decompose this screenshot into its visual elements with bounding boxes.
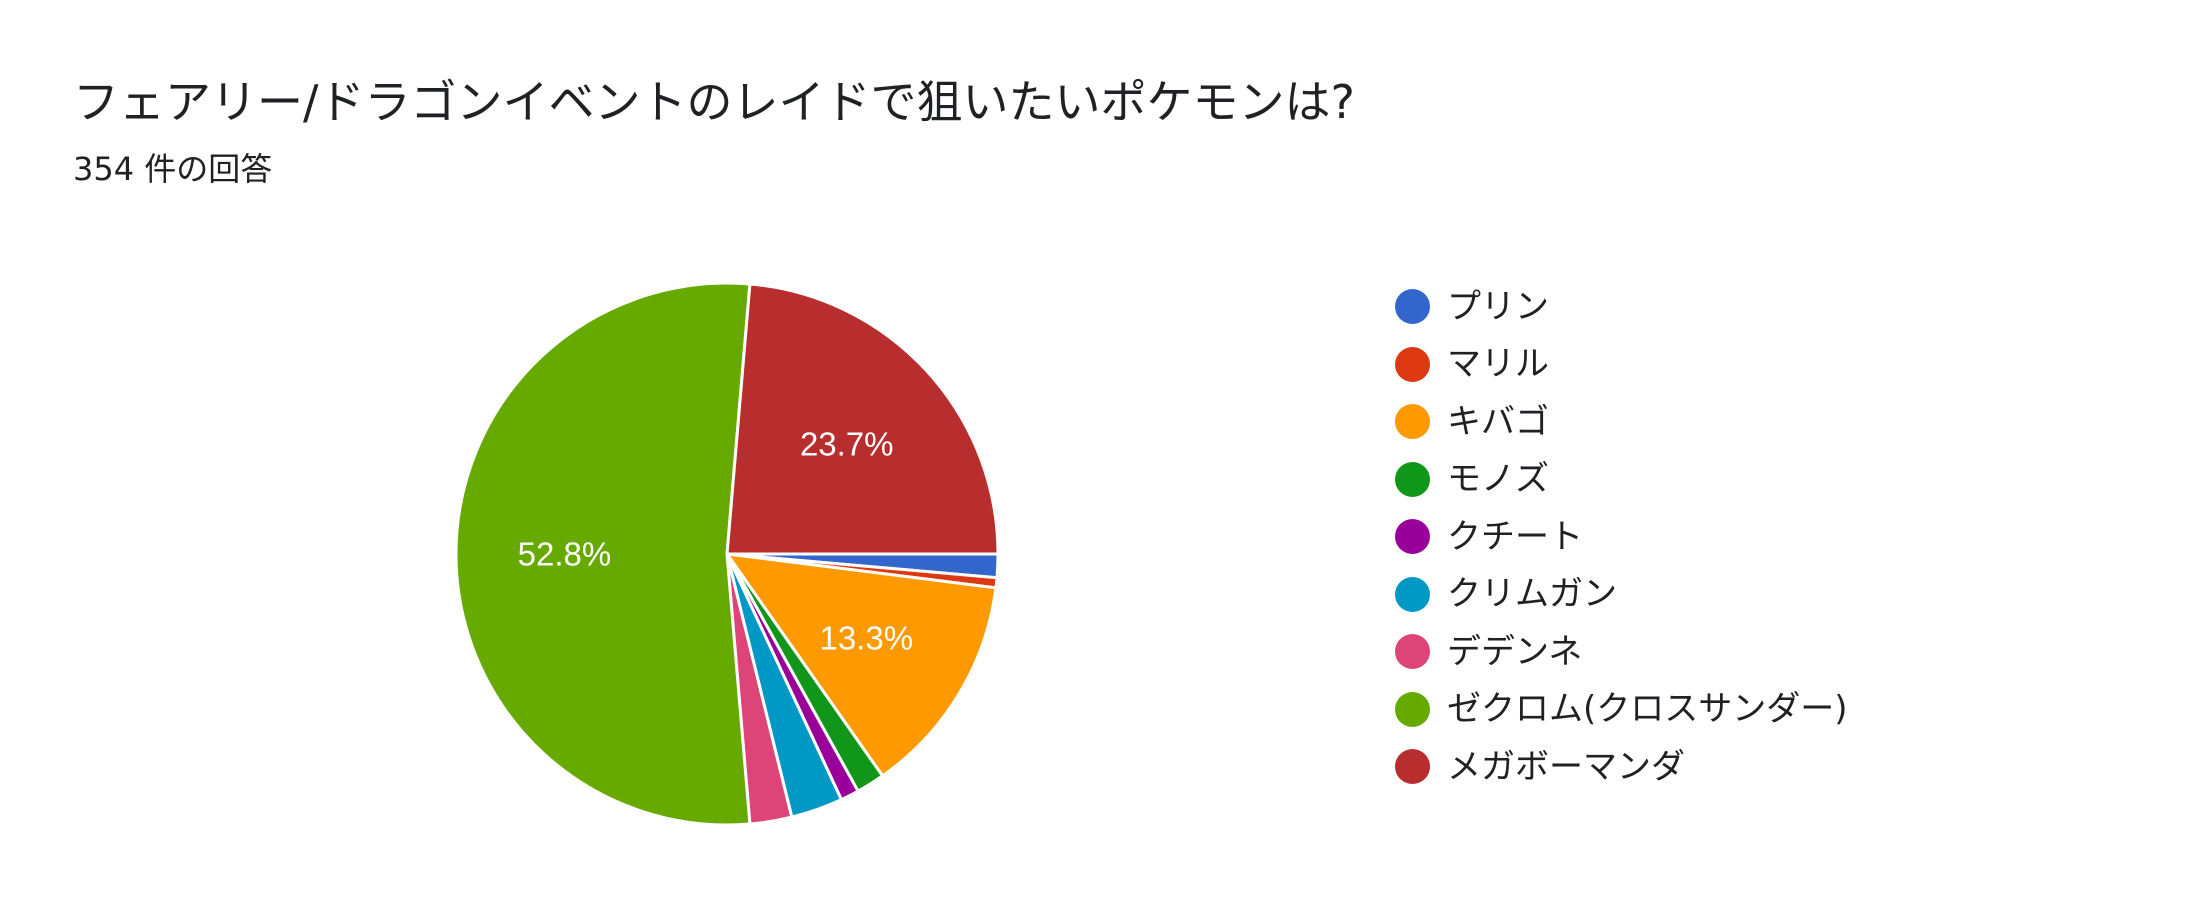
response-count: 354 件の回答 — [73, 150, 273, 188]
legend-item[interactable]: キバゴ — [1395, 393, 1848, 451]
legend-swatch — [1395, 749, 1430, 785]
legend-swatch — [1395, 289, 1430, 325]
legend-label: ゼクロム(クロスサンダー) — [1447, 689, 1848, 730]
legend-item[interactable]: プリン — [1395, 278, 1848, 336]
legend-item[interactable]: クリムガン — [1395, 566, 1848, 624]
legend-label: クチート — [1447, 516, 1583, 557]
legend-label: マリル — [1447, 344, 1549, 385]
pie-slice-8[interactable] — [454, 281, 752, 827]
legend-label: モノズ — [1447, 459, 1549, 500]
legend-label: クリムガン — [1447, 574, 1617, 615]
pie-slice-labels: 13.3% 52.8% 23.7% — [518, 425, 913, 656]
legend-label: キバゴ — [1447, 401, 1549, 442]
legend-label: メガボーマンダ — [1447, 746, 1685, 787]
legend-swatch — [1395, 346, 1430, 382]
legend-swatch — [1395, 461, 1430, 497]
legend-item[interactable]: クチート — [1395, 508, 1848, 566]
legend-swatch — [1395, 519, 1430, 555]
legend-item[interactable]: マリル — [1395, 336, 1848, 394]
pie-slice-label-9: 23.7% — [800, 425, 894, 462]
chart-title: フェアリー/ドラゴンイベントのレイドで狙いたいポケモンは? — [73, 75, 1355, 129]
pie-slice-3[interactable] — [725, 552, 998, 778]
legend-item[interactable]: デデンネ — [1395, 623, 1848, 681]
pie-slice-label-3: 13.3% — [819, 619, 913, 656]
legend-label: プリン — [1447, 286, 1549, 327]
pie-slice-label-8: 52.8% — [518, 536, 612, 573]
legend-item[interactable]: メガボーマンダ — [1395, 738, 1848, 796]
legend-swatch — [1395, 404, 1430, 440]
legend-label: デデンネ — [1447, 631, 1583, 672]
legend-item[interactable]: ゼクロム(クロスサンダー) — [1395, 681, 1848, 739]
legend-swatch — [1395, 576, 1430, 612]
chart-legend: プリンマリルキバゴモノズクチートクリムガンデデンネゼクロム(クロスサンダー) メガ… — [1395, 278, 1848, 796]
legend-swatch — [1395, 634, 1430, 670]
pie-slices — [454, 281, 1000, 827]
legend-swatch — [1395, 691, 1430, 727]
legend-item[interactable]: モノズ — [1395, 451, 1848, 509]
pie-slice-9[interactable] — [725, 282, 1000, 556]
